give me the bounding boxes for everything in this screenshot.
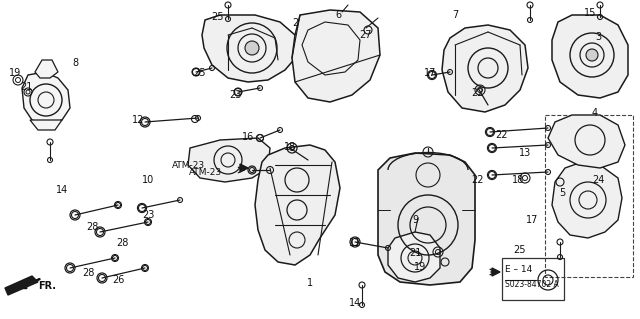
Text: 3: 3 bbox=[595, 32, 601, 42]
Polygon shape bbox=[255, 145, 340, 265]
Polygon shape bbox=[202, 15, 298, 82]
Text: 28: 28 bbox=[82, 268, 94, 278]
Polygon shape bbox=[442, 25, 528, 112]
Text: S023-84702 A: S023-84702 A bbox=[505, 280, 559, 289]
Text: E – 14: E – 14 bbox=[505, 265, 532, 274]
Text: 17: 17 bbox=[526, 215, 538, 225]
Text: 26: 26 bbox=[112, 275, 124, 285]
Circle shape bbox=[586, 49, 598, 61]
Text: 23: 23 bbox=[229, 90, 241, 100]
Polygon shape bbox=[240, 164, 248, 172]
Text: 14: 14 bbox=[349, 298, 361, 308]
Text: 17: 17 bbox=[424, 68, 436, 78]
Text: 8: 8 bbox=[72, 58, 78, 68]
Text: ATM-23: ATM-23 bbox=[172, 161, 205, 170]
Polygon shape bbox=[548, 115, 625, 168]
Text: 2: 2 bbox=[292, 18, 298, 28]
Text: 22: 22 bbox=[471, 88, 483, 98]
Text: 21: 21 bbox=[409, 248, 421, 258]
Polygon shape bbox=[35, 60, 58, 78]
Text: 27: 27 bbox=[359, 30, 371, 40]
Text: 25: 25 bbox=[514, 245, 526, 255]
Text: 9: 9 bbox=[412, 215, 418, 225]
Text: 14: 14 bbox=[56, 185, 68, 195]
Text: ATM-23: ATM-23 bbox=[188, 168, 221, 177]
Polygon shape bbox=[188, 138, 270, 182]
Text: 12: 12 bbox=[132, 115, 144, 125]
Text: 10: 10 bbox=[142, 175, 154, 185]
Text: 28: 28 bbox=[116, 238, 128, 248]
Text: 25: 25 bbox=[212, 12, 224, 22]
Text: 18: 18 bbox=[284, 142, 296, 152]
Text: 22: 22 bbox=[496, 130, 508, 140]
Text: 25: 25 bbox=[194, 68, 206, 78]
Polygon shape bbox=[492, 268, 500, 276]
Circle shape bbox=[245, 41, 259, 55]
Bar bbox=[502, 258, 564, 300]
Text: 11: 11 bbox=[349, 238, 361, 248]
Text: 28: 28 bbox=[86, 222, 98, 232]
Polygon shape bbox=[5, 276, 38, 295]
Text: 1: 1 bbox=[307, 278, 313, 288]
Text: 15: 15 bbox=[584, 8, 596, 18]
Text: 21: 21 bbox=[20, 82, 32, 92]
Text: 5: 5 bbox=[559, 188, 565, 198]
Text: 7: 7 bbox=[452, 10, 458, 20]
Polygon shape bbox=[388, 232, 440, 282]
Text: 6: 6 bbox=[335, 10, 341, 20]
Text: 22: 22 bbox=[471, 175, 483, 185]
Polygon shape bbox=[378, 153, 475, 285]
Text: FR.: FR. bbox=[38, 281, 56, 291]
Bar bbox=[545, 115, 633, 277]
Text: 19: 19 bbox=[9, 68, 21, 78]
Polygon shape bbox=[552, 162, 622, 238]
Polygon shape bbox=[292, 10, 380, 102]
Text: 23: 23 bbox=[142, 210, 154, 220]
Text: 13: 13 bbox=[519, 148, 531, 158]
Text: 16: 16 bbox=[242, 132, 254, 142]
Text: 4: 4 bbox=[592, 108, 598, 118]
Polygon shape bbox=[30, 120, 62, 130]
Text: 19: 19 bbox=[414, 262, 426, 272]
Text: 24: 24 bbox=[592, 175, 604, 185]
Text: 18: 18 bbox=[512, 175, 524, 185]
Polygon shape bbox=[552, 15, 628, 98]
Polygon shape bbox=[22, 72, 70, 125]
